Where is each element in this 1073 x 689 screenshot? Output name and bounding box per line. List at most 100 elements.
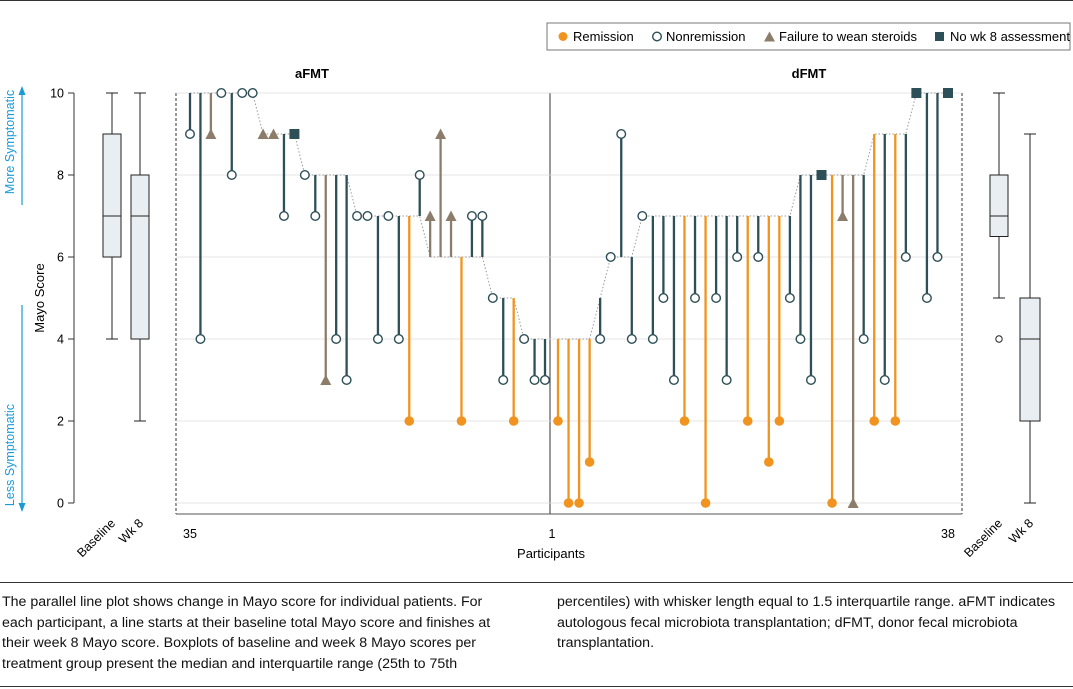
failure-marker bbox=[445, 210, 457, 221]
nonremission-marker bbox=[921, 293, 932, 304]
nonremission-marker bbox=[372, 334, 383, 345]
legend-box bbox=[546, 22, 1071, 51]
nonremission-marker bbox=[637, 210, 648, 221]
nonremission-marker bbox=[732, 251, 743, 262]
no-wk8-marker bbox=[816, 170, 827, 180]
baseline-connectors bbox=[190, 92, 948, 340]
figure-caption: The parallel line plot shows change in M… bbox=[2, 592, 1068, 674]
failure-marker bbox=[837, 210, 849, 221]
nonremission-marker bbox=[195, 334, 206, 345]
legend-nonremission-label: Nonremission bbox=[666, 29, 745, 44]
caption-top-rule bbox=[0, 582, 1073, 583]
nonremission-marker bbox=[466, 210, 477, 221]
no-wk8-marker bbox=[289, 129, 300, 139]
down-arrow-icon bbox=[18, 503, 26, 512]
boxplot-outlier bbox=[995, 335, 1003, 343]
dfmt-end-label: 38 bbox=[941, 527, 955, 541]
nonremission-marker bbox=[658, 293, 669, 304]
legend-nowk8-label: No wk 8 assessment bbox=[950, 29, 1070, 44]
y-tick-label: 0 bbox=[57, 497, 64, 511]
remission-marker bbox=[553, 416, 563, 426]
nonremission-marker bbox=[184, 128, 195, 139]
boxplot-box bbox=[1019, 297, 1041, 422]
remission-marker bbox=[563, 498, 574, 508]
no-wk8-marker bbox=[911, 88, 922, 98]
participant-markers bbox=[184, 87, 953, 508]
remission-marker bbox=[404, 416, 415, 426]
boxplot-label: Wk 8 bbox=[1006, 516, 1036, 546]
legend-remission-marker bbox=[558, 32, 568, 41]
nonremission-marker bbox=[721, 375, 732, 386]
nonremission-marker bbox=[341, 375, 352, 386]
nonremission-marker bbox=[393, 334, 404, 345]
legend-failure-label: Failure to wean steroids bbox=[779, 29, 918, 44]
boxplot-box bbox=[102, 133, 122, 258]
nonremission-marker bbox=[711, 293, 722, 304]
nonremission-marker bbox=[383, 210, 394, 221]
no-wk8-marker bbox=[943, 88, 953, 98]
nonremission-marker bbox=[237, 87, 248, 98]
y-axis: 0 2 4 6 8 10 bbox=[50, 87, 75, 511]
nonremission-marker bbox=[352, 210, 363, 221]
nonremission-marker bbox=[414, 169, 425, 180]
y-tick-label: 10 bbox=[50, 87, 64, 101]
nonremission-marker bbox=[805, 375, 816, 386]
top-rule bbox=[0, 0, 1073, 1]
dfmt-baseline-path bbox=[558, 92, 948, 340]
nonremission-marker bbox=[626, 334, 637, 345]
nonremission-marker bbox=[795, 334, 806, 345]
y-tick-label: 8 bbox=[57, 169, 64, 183]
boxplot-label: Wk 8 bbox=[116, 516, 146, 546]
caption-text: The parallel line plot shows change in M… bbox=[2, 594, 1056, 672]
afmt-group-title: aFMT bbox=[295, 66, 329, 81]
nonremission-marker bbox=[595, 334, 606, 345]
nonremission-marker bbox=[331, 334, 342, 345]
legend-failure-marker bbox=[764, 31, 775, 42]
nonremission-marker bbox=[858, 334, 869, 345]
afmt-start-label: 35 bbox=[183, 527, 197, 541]
nonremission-marker bbox=[519, 334, 530, 345]
nonremission-marker bbox=[605, 251, 616, 262]
nonremission-marker bbox=[690, 293, 701, 304]
remission-marker bbox=[890, 416, 901, 426]
legend-remission-label: Remission bbox=[573, 29, 634, 44]
nonremission-marker bbox=[784, 293, 795, 304]
failure-marker bbox=[435, 128, 447, 139]
remission-marker bbox=[774, 416, 785, 426]
participant-stems bbox=[188, 93, 939, 503]
caption-bottom-rule bbox=[0, 686, 1073, 687]
nonremission-marker bbox=[299, 169, 310, 180]
failure-marker bbox=[205, 128, 217, 139]
y-tick-label: 4 bbox=[57, 333, 64, 347]
less-symptomatic-label: Less Symptomatic bbox=[3, 404, 17, 506]
nonremission-marker bbox=[226, 169, 237, 180]
nonremission-marker bbox=[668, 375, 679, 386]
y-tick-label: 2 bbox=[57, 415, 64, 429]
more-symptomatic-label: More Symptomatic bbox=[3, 90, 17, 194]
boxplot-box bbox=[989, 174, 1009, 237]
nonremission-marker bbox=[900, 251, 911, 262]
nonremission-marker bbox=[932, 251, 943, 262]
legend-nonremission-marker bbox=[652, 31, 663, 42]
nonremission-marker bbox=[310, 210, 321, 221]
nonremission-marker bbox=[247, 87, 258, 98]
x-axis-label: Participants bbox=[517, 546, 585, 561]
boxplot-box bbox=[130, 174, 150, 340]
remission-marker bbox=[764, 457, 774, 467]
nonremission-marker bbox=[477, 210, 488, 221]
nonremission-marker bbox=[647, 334, 658, 345]
nonremission-marker bbox=[529, 375, 540, 386]
remission-marker bbox=[508, 416, 519, 426]
remission-marker bbox=[700, 498, 711, 508]
group-center-label: 1 bbox=[549, 527, 556, 541]
remission-marker bbox=[679, 416, 690, 426]
failure-marker bbox=[257, 128, 269, 139]
remission-marker bbox=[584, 457, 595, 467]
y-tick-label: 6 bbox=[57, 251, 64, 265]
nonremission-marker bbox=[616, 128, 627, 139]
chart-svg: Remission Nonremission Failure to wean s… bbox=[3, 22, 1071, 561]
nonremission-marker bbox=[362, 210, 373, 221]
remission-marker bbox=[742, 416, 753, 426]
mayo-score-chart: Remission Nonremission Failure to wean s… bbox=[3, 22, 1071, 561]
legend: Remission Nonremission Failure to wean s… bbox=[546, 22, 1071, 51]
